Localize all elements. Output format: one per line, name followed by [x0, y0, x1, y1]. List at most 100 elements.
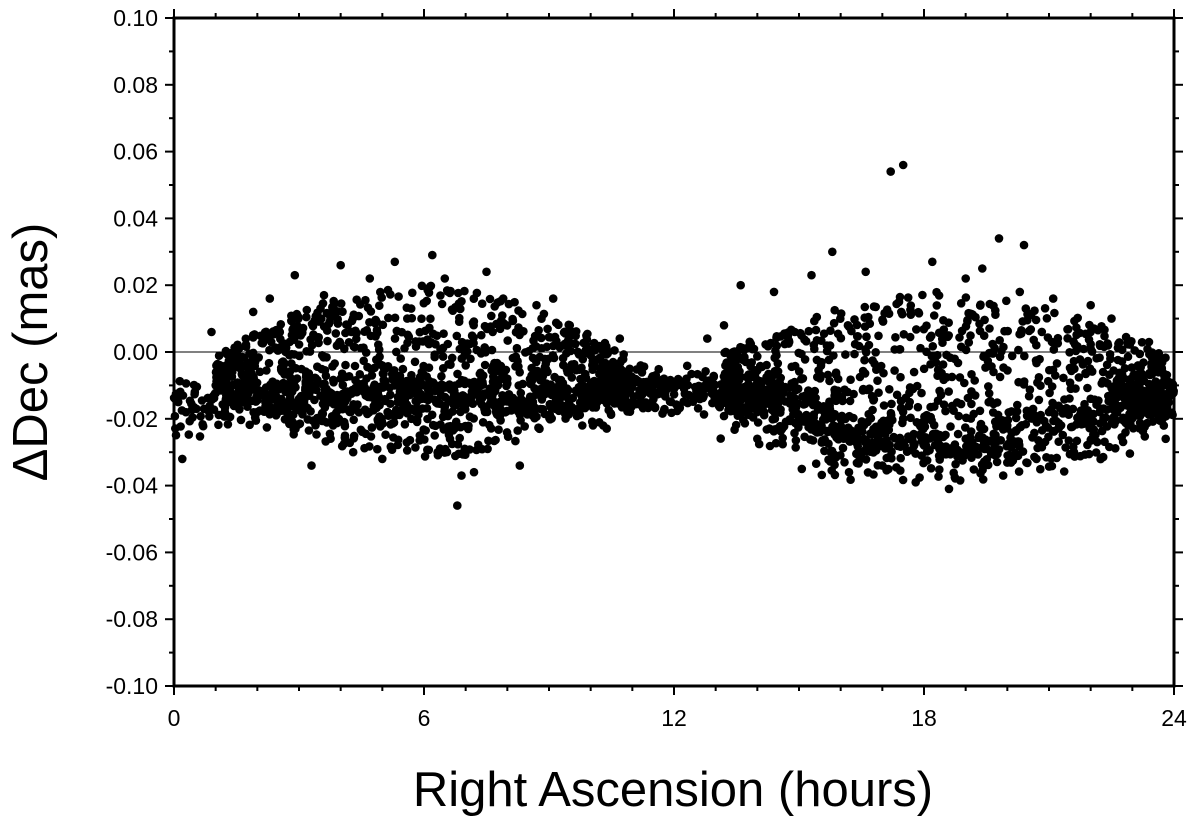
- data-point: [861, 455, 871, 464]
- data-point: [283, 413, 293, 423]
- data-point: [527, 371, 536, 380]
- data-point: [386, 390, 395, 400]
- data-point: [1054, 437, 1063, 447]
- data-point: [938, 338, 947, 348]
- data-point: [1007, 428, 1017, 438]
- data-point: [975, 301, 985, 310]
- data-point: [366, 392, 376, 402]
- data-point: [985, 348, 994, 358]
- data-point: [1126, 413, 1136, 423]
- x-axis-label: Right Ascension (hours): [413, 763, 933, 817]
- data-point: [944, 387, 953, 396]
- data-point: [457, 471, 466, 480]
- data-point: [744, 389, 754, 398]
- data-point: [1060, 404, 1070, 414]
- data-point: [555, 343, 564, 352]
- data-point: [898, 475, 908, 485]
- x-tick-label: 6: [418, 705, 431, 731]
- data-point: [790, 428, 799, 438]
- data-point: [800, 391, 810, 401]
- y-tick-label: -0.06: [106, 539, 158, 565]
- data-point: [544, 354, 553, 364]
- data-point: [596, 364, 605, 373]
- data-point: [615, 358, 625, 368]
- data-point: [1125, 449, 1135, 458]
- data-point: [935, 386, 944, 396]
- data-point: [1091, 448, 1101, 457]
- data-point: [1031, 315, 1041, 325]
- data-point: [769, 287, 779, 297]
- data-point: [762, 391, 771, 400]
- data-point: [1060, 395, 1069, 404]
- data-point: [1026, 325, 1036, 334]
- data-point: [537, 369, 547, 378]
- data-point: [411, 443, 420, 452]
- data-point: [560, 327, 569, 337]
- data-point: [603, 375, 612, 384]
- data-point: [724, 373, 733, 382]
- data-point: [574, 350, 584, 359]
- data-point: [699, 391, 708, 401]
- data-point: [415, 431, 425, 440]
- data-point: [307, 340, 317, 350]
- data-point: [252, 407, 262, 417]
- data-point: [348, 447, 358, 457]
- data-point: [537, 395, 547, 404]
- data-point: [758, 402, 768, 412]
- data-point: [1020, 351, 1029, 361]
- data-point: [996, 436, 1006, 445]
- data-point: [939, 400, 949, 410]
- data-point: [469, 467, 479, 477]
- data-point: [514, 381, 523, 390]
- data-point: [1016, 329, 1026, 338]
- data-point: [453, 369, 462, 379]
- data-point: [515, 330, 524, 340]
- data-point: [455, 313, 464, 323]
- data-point: [1013, 400, 1022, 410]
- data-point: [1119, 389, 1128, 398]
- data-point: [417, 281, 427, 291]
- data-point: [850, 315, 859, 324]
- data-point: [1076, 451, 1085, 461]
- data-point: [1004, 408, 1013, 417]
- data-point: [926, 464, 936, 473]
- data-point: [858, 366, 868, 376]
- data-point: [599, 395, 608, 404]
- data-point: [1085, 320, 1094, 330]
- data-point: [1048, 294, 1058, 303]
- data-point: [214, 351, 224, 361]
- data-point: [285, 391, 295, 401]
- data-point: [1142, 404, 1152, 413]
- data-point: [407, 370, 416, 380]
- data-point: [840, 458, 849, 467]
- data-point: [1134, 362, 1143, 372]
- data-point: [1046, 454, 1056, 463]
- data-point: [946, 353, 955, 363]
- data-point: [753, 375, 762, 385]
- data-point: [1122, 382, 1131, 392]
- data-point: [821, 437, 830, 447]
- data-point: [941, 450, 951, 459]
- data-point: [375, 301, 384, 311]
- data-point: [770, 414, 780, 424]
- data-point: [844, 467, 854, 477]
- data-point: [178, 454, 187, 464]
- data-point: [819, 406, 828, 416]
- data-point: [986, 436, 996, 445]
- data-point: [1011, 413, 1021, 423]
- data-point: [503, 374, 512, 384]
- data-point: [625, 407, 635, 417]
- data-point: [928, 342, 938, 351]
- data-point: [1049, 416, 1058, 426]
- data-point: [406, 404, 416, 413]
- data-point: [859, 384, 868, 394]
- data-point: [1161, 411, 1171, 421]
- data-point: [265, 345, 274, 355]
- data-point: [511, 436, 520, 446]
- data-point: [1086, 394, 1095, 404]
- data-point: [317, 314, 326, 324]
- data-point: [225, 394, 234, 404]
- data-point: [387, 445, 397, 455]
- data-point: [838, 443, 848, 453]
- data-point: [487, 388, 497, 398]
